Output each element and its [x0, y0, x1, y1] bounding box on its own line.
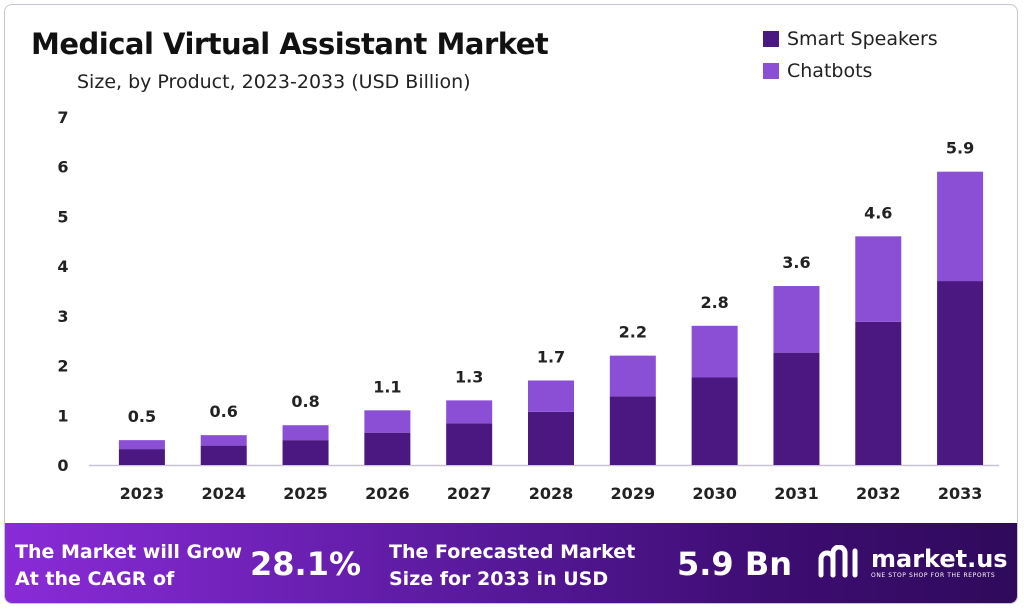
forecast-value: 5.9 Bn [677, 545, 792, 583]
y-tick-label: 0 [57, 456, 68, 475]
legend-item-smart-speakers: Smart Speakers [763, 23, 938, 55]
y-tick-label: 1 [57, 406, 68, 425]
bar-segment-smart-speakers [200, 445, 247, 465]
bar-segment-smart-speakers [446, 423, 493, 465]
x-tick-label: 2024 [201, 484, 246, 503]
bar-total-label: 0.8 [291, 392, 319, 411]
x-tick-label: 2030 [692, 484, 737, 503]
y-tick-label: 7 [57, 108, 68, 127]
bar-segment-smart-speakers [118, 449, 165, 465]
x-tick-label: 2026 [365, 484, 410, 503]
bar-segment-smart-speakers [937, 281, 984, 465]
bar-segment-chatbots [855, 236, 902, 322]
chart-frame: Medical Virtual Assistant Market Size, b… [4, 4, 1018, 604]
x-tick-label: 2023 [120, 484, 165, 503]
cagr-caption-line1: The Market will Grow [15, 541, 243, 563]
bar-total-label: 2.2 [619, 323, 647, 342]
bar-segment-chatbots [200, 435, 247, 446]
bar-segment-smart-speakers [773, 352, 820, 465]
x-tick-label: 2025 [283, 484, 328, 503]
bar-segment-chatbots [691, 325, 738, 378]
legend-label-chatbots: Chatbots [787, 60, 873, 82]
legend-item-chatbots: Chatbots [763, 55, 938, 87]
bar-total-label: 0.5 [128, 407, 156, 426]
bar-total-label: 2.8 [700, 293, 728, 312]
brand-tagline: ONE STOP SHOP FOR THE REPORTS [871, 571, 996, 579]
bar-segment-chatbots [118, 440, 165, 450]
bar-total-label: 5.9 [946, 139, 974, 158]
bar-segment-smart-speakers [855, 321, 902, 465]
x-tick-label: 2027 [447, 484, 492, 503]
bar-segment-chatbots [446, 400, 493, 424]
x-tick-label: 2032 [856, 484, 901, 503]
x-tick-label: 2028 [529, 484, 574, 503]
bar-segment-chatbots [364, 410, 411, 433]
bar-segment-smart-speakers [364, 432, 411, 465]
y-tick-label: 2 [57, 357, 68, 376]
bar-segment-smart-speakers [282, 440, 329, 465]
y-tick-label: 3 [57, 307, 68, 326]
bar-segment-smart-speakers [528, 411, 574, 465]
market-us-logo-icon [818, 545, 858, 578]
y-tick-label: 5 [57, 207, 68, 226]
x-tick-label: 2031 [774, 484, 819, 503]
cagr-caption-line2: At the CAGR of [15, 568, 175, 590]
bar-segment-smart-speakers [609, 396, 656, 465]
bar-segment-chatbots [609, 355, 656, 397]
bar-total-label: 3.6 [782, 253, 810, 272]
cagr-value: 28.1% [250, 545, 362, 583]
forecast-caption: The Forecasted Market Size for 2033 in U… [389, 539, 635, 593]
bar-chart: 0 1 2 3 4 5 6 7 0.5 2023 0.6 2024 0.8 2025 1.1 2026 1.3 2… [57, 108, 999, 503]
x-tick-label: 2033 [938, 484, 983, 503]
brand-name: market.us [871, 544, 1008, 573]
legend-label-smart-speakers: Smart Speakers [787, 28, 938, 50]
bar-segment-chatbots [937, 171, 984, 282]
legend-swatch-chatbots [763, 63, 779, 79]
bar-total-label: 0.6 [210, 402, 238, 421]
footer-banner: The Market will Grow At the CAGR of 28.1… [5, 523, 1017, 603]
chart-title: Medical Virtual Assistant Market [31, 27, 549, 61]
forecast-caption-line1: The Forecasted Market [389, 541, 636, 563]
bar-segment-chatbots [282, 425, 329, 441]
y-tick-label: 4 [57, 257, 68, 276]
bar-segment-chatbots [773, 286, 820, 353]
brand-logo: market.us ONE STOP SHOP FOR THE REPORTS [817, 545, 1008, 579]
x-tick-label: 2029 [611, 484, 656, 503]
cagr-caption: The Market will Grow At the CAGR of [15, 539, 242, 593]
bar-segment-smart-speakers [691, 377, 738, 465]
bar-total-label: 4.6 [864, 203, 892, 222]
forecast-caption-line2: Size for 2033 in USD [389, 568, 609, 590]
bar-total-label: 1.3 [455, 367, 483, 386]
chart-subtitle: Size, by Product, 2023-2033 (USD Billion… [77, 71, 471, 93]
y-tick-label: 6 [57, 158, 68, 177]
bar-total-label: 1.1 [373, 377, 401, 396]
bar-total-label: 1.7 [537, 347, 565, 366]
legend: Smart Speakers Chatbots [763, 23, 938, 87]
bar-segment-chatbots [528, 380, 574, 412]
legend-swatch-smart-speakers [763, 31, 779, 47]
